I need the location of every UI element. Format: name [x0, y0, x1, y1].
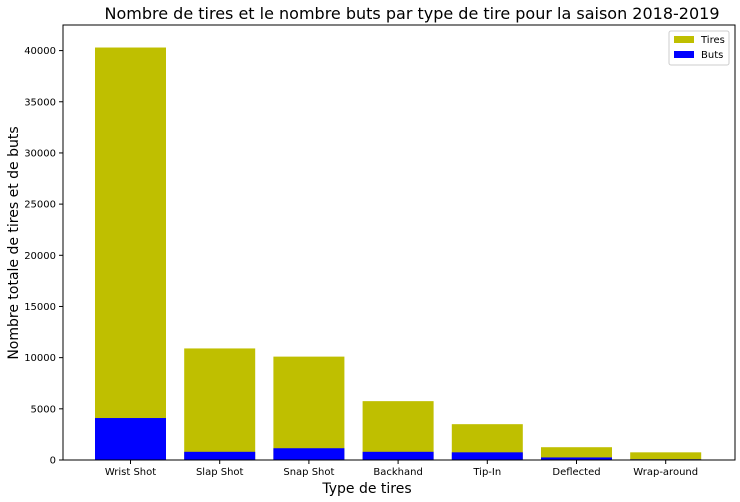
- y-tick-label: 35000: [24, 97, 56, 108]
- x-axis-title: Type de tires: [321, 481, 411, 497]
- legend-swatch-tires: [674, 36, 694, 43]
- bars: [95, 47, 702, 461]
- bar-buts-backhand: [362, 451, 434, 460]
- x-tick-label: Wrist Shot: [105, 467, 156, 478]
- y-tick-label: 20000: [24, 251, 56, 262]
- bar-buts-snap-shot: [273, 448, 345, 460]
- bar-tires-wrap-around: [630, 452, 702, 460]
- bar-tires-snap-shot: [273, 356, 345, 460]
- x-tick-label: Snap Shot: [283, 467, 334, 478]
- legend-label-buts: Buts: [701, 50, 723, 61]
- legend: Tires Buts: [668, 30, 730, 66]
- plot-frame: [62, 24, 736, 461]
- bar-buts-tip-in: [451, 452, 523, 460]
- bar-tires-slap-shot: [184, 348, 256, 460]
- bar-buts-slap-shot: [184, 451, 256, 460]
- bar-tires-deflected: [541, 447, 612, 460]
- bar-buts-deflected: [541, 457, 612, 460]
- y-axis: 0 5000 10000 15000 20000 25000 30000 35000 40000: [24, 46, 63, 467]
- y-tick-label: 25000: [24, 200, 56, 211]
- y-tick-label: 0: [50, 456, 56, 467]
- y-axis-title: Nombre totale de tires et de buts: [6, 126, 22, 359]
- x-tick-label: Slap Shot: [196, 467, 244, 478]
- x-tick-label: Wrap-around: [633, 467, 698, 478]
- bar-tires-backhand: [362, 401, 434, 460]
- x-axis: Wrist Shot Slap Shot Snap Shot Backhand Tip-…: [105, 460, 698, 478]
- y-tick-label: 30000: [24, 148, 56, 159]
- legend-label-tires: Tires: [700, 35, 725, 46]
- chart-title: Nombre de tires et le nombre buts par ty…: [105, 4, 720, 23]
- bar-tires-wrist-shot: [95, 47, 166, 461]
- x-tick-label: Deflected: [552, 467, 600, 478]
- y-tick-label: 40000: [24, 46, 56, 57]
- bar-buts-wrist-shot: [95, 418, 166, 460]
- x-tick-label: Tip-In: [472, 467, 501, 478]
- y-tick-label: 5000: [31, 404, 56, 415]
- y-tick-label: 15000: [24, 302, 56, 313]
- x-tick-label: Backhand: [373, 467, 422, 478]
- y-tick-label: 10000: [24, 353, 56, 364]
- legend-swatch-buts: [674, 51, 694, 58]
